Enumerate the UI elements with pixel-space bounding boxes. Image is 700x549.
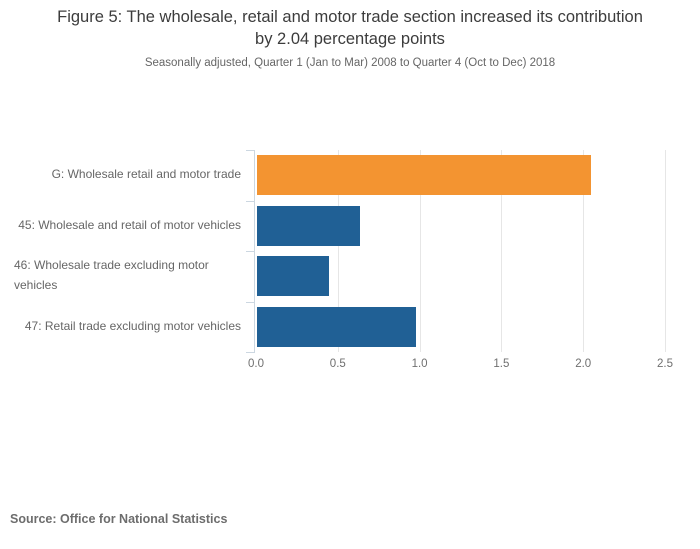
bar-row: G: Wholesale retail and motor trade xyxy=(0,150,700,201)
x-axis-tick-labels: 0.0 0.5 1.0 1.5 2.0 2.5 xyxy=(0,358,700,374)
bar-rows: G: Wholesale retail and motor trade 45: W… xyxy=(0,150,700,352)
x-tick-label: 1.5 xyxy=(493,358,510,370)
gridline-1.0 xyxy=(419,150,421,352)
bar-row: 47: Retail trade excluding motor vehicle… xyxy=(0,302,700,353)
bar-series xyxy=(257,306,416,347)
category-label-text: 46: Wholesale trade excluding motor vehi… xyxy=(14,258,209,293)
bar-series xyxy=(257,256,329,297)
bar-row: 46: Wholesale trade excluding motor vehi… xyxy=(0,251,700,302)
bar-highlight xyxy=(257,155,591,196)
category-label-text: G: Wholesale retail and motor trade xyxy=(51,167,241,182)
category-label: G: Wholesale retail and motor trade xyxy=(14,150,241,201)
plot-gridlines xyxy=(256,150,666,352)
category-label-text: 47: Retail trade excluding motor vehicle… xyxy=(24,318,241,333)
y-axis-tick xyxy=(246,352,255,353)
x-tick-label: 0.0 xyxy=(248,358,264,370)
bar-row: 45: Wholesale and retail of motor vehicl… xyxy=(0,201,700,252)
source-note: Source: Office for National Statistics xyxy=(10,512,228,526)
x-tick-label: 2.5 xyxy=(657,358,673,370)
x-tick-label: 0.5 xyxy=(329,358,346,370)
bar-series xyxy=(257,205,361,246)
gridline-2.5 xyxy=(665,150,666,352)
y-axis-tick xyxy=(246,200,255,202)
x-tick-label: 2.0 xyxy=(575,358,592,370)
gridline-0.5 xyxy=(337,150,339,352)
category-label-text: 45: Wholesale and retail of motor vehicl… xyxy=(18,217,241,232)
category-label: 46: Wholesale trade excluding motor vehi… xyxy=(14,251,241,302)
gridline-1.5 xyxy=(501,150,503,352)
chart-title: Figure 5: The wholesale, retail and moto… xyxy=(57,8,643,49)
y-axis-tick xyxy=(246,251,255,252)
x-tick-label: 1.0 xyxy=(411,358,428,370)
gridline-2.0 xyxy=(583,150,585,352)
category-label: 45: Wholesale and retail of motor vehicl… xyxy=(14,201,241,252)
chart-subtitle: Seasonally adjusted, Quarter 1 (Jan to M… xyxy=(144,57,556,69)
y-axis-tick xyxy=(246,301,255,303)
category-label: 47: Retail trade excluding motor vehicle… xyxy=(14,302,241,353)
y-axis-tick xyxy=(246,150,255,151)
